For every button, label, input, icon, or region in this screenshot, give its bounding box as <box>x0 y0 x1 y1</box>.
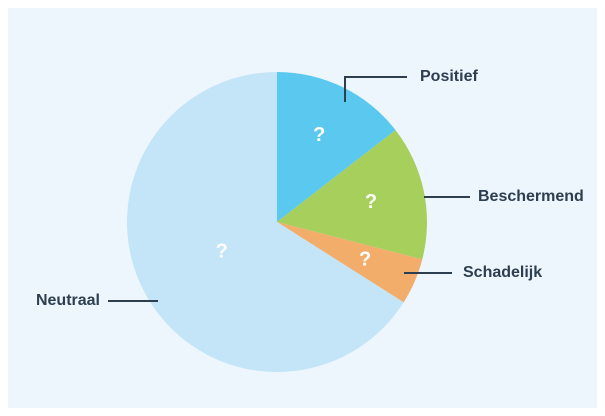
value-label: ? <box>359 248 371 270</box>
labels: ? Positief? Beschermend? Schadelijk? Neutraa… <box>36 68 584 309</box>
category-label: Beschermend <box>478 188 584 205</box>
category-label: Neutraal <box>36 292 100 309</box>
pie-slice <box>127 72 404 372</box>
pie-slice <box>277 130 427 260</box>
pie-slice <box>277 222 423 303</box>
pie-slice <box>277 72 396 222</box>
value-label: ? <box>216 241 228 263</box>
value-label: ? <box>313 124 325 146</box>
leader-line <box>344 76 407 102</box>
category-label: Schadelijk <box>463 264 542 281</box>
pie <box>127 72 427 372</box>
category-label: Positief <box>420 68 478 85</box>
value-label: ? <box>365 191 377 213</box>
